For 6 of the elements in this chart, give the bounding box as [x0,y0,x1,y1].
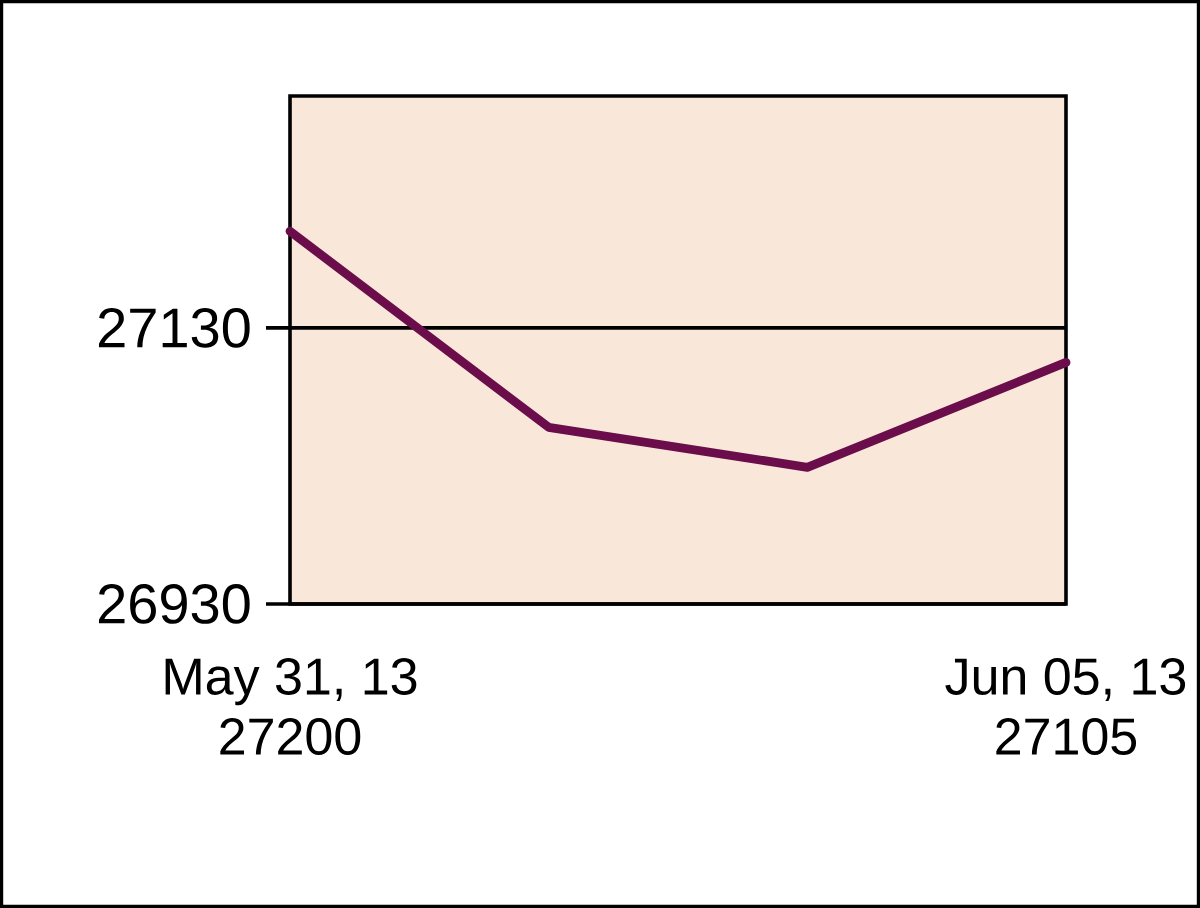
y-tick-label: 26930 [98,584,250,624]
x-tick-label: Jun 05, 13 [945,658,1186,702]
data-label: 27200 [220,718,361,755]
x-tick-label: May 31, 13 [165,658,417,706]
y-tick-label: 27130 [98,308,250,348]
data-label: 27105 [996,718,1137,755]
